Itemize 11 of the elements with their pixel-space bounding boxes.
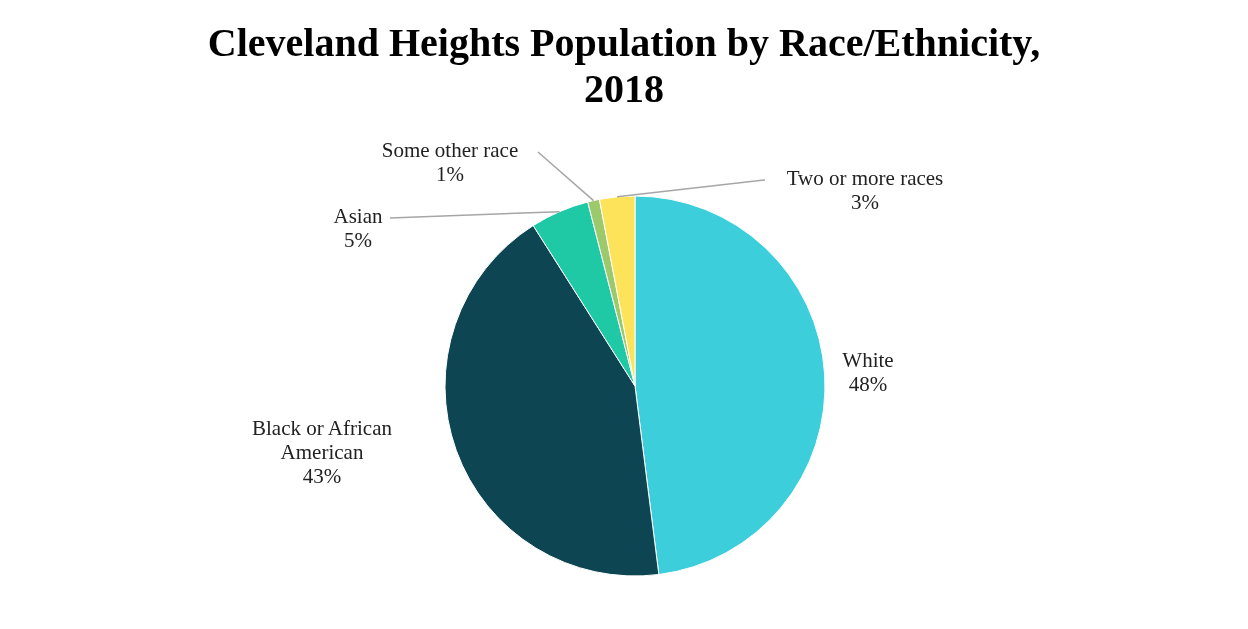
slice-label: White (842, 348, 894, 372)
slice-label: Two or more races (786, 166, 944, 190)
data-label: 3% (851, 190, 879, 214)
slice-label: Black or African American (252, 416, 393, 464)
slice-label: Some other race (381, 138, 519, 162)
data-label: 48% (848, 372, 888, 396)
slice-label: Asian (333, 204, 383, 228)
data-label: 43% (302, 464, 342, 488)
chart-title: Cleveland Heights Population by Race/Ethnicity, 2018 (207, 20, 1041, 111)
data-label: 1% (436, 162, 464, 186)
data-label: 5% (344, 228, 372, 252)
